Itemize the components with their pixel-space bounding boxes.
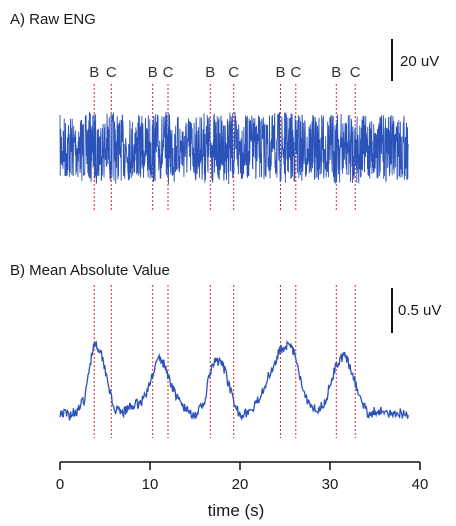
x-axis-ticks: 0 10 20 30 40: [56, 462, 429, 493]
event-label: B: [89, 64, 99, 81]
panel-a-title: A) Raw ENG: [10, 11, 96, 28]
x-tick-label: 30: [322, 476, 339, 493]
panel-a-scale-label: 20 uV: [400, 53, 439, 70]
panel-b-mav-trace: [59, 339, 409, 422]
x-axis-label: time (s): [208, 501, 265, 520]
panel-b-title: B) Mean Absolute Value: [10, 262, 170, 279]
event-label: B: [275, 64, 285, 81]
event-label: B: [331, 64, 341, 81]
event-label: C: [106, 64, 117, 81]
event-label: C: [350, 64, 361, 81]
event-label: C: [163, 64, 174, 81]
event-label: B: [205, 64, 215, 81]
x-tick-label: 10: [142, 476, 159, 493]
event-label: B: [148, 64, 158, 81]
panel-a-raw-eng-trace: [59, 111, 409, 185]
x-tick-label: 20: [232, 476, 249, 493]
x-tick-label: 40: [412, 476, 429, 493]
panel-b-scale-label: 0.5 uV: [398, 302, 441, 319]
event-label: C: [290, 64, 301, 81]
panel-b-event-markers: [93, 285, 356, 438]
x-tick-label: 0: [56, 476, 64, 493]
event-label: C: [228, 64, 239, 81]
